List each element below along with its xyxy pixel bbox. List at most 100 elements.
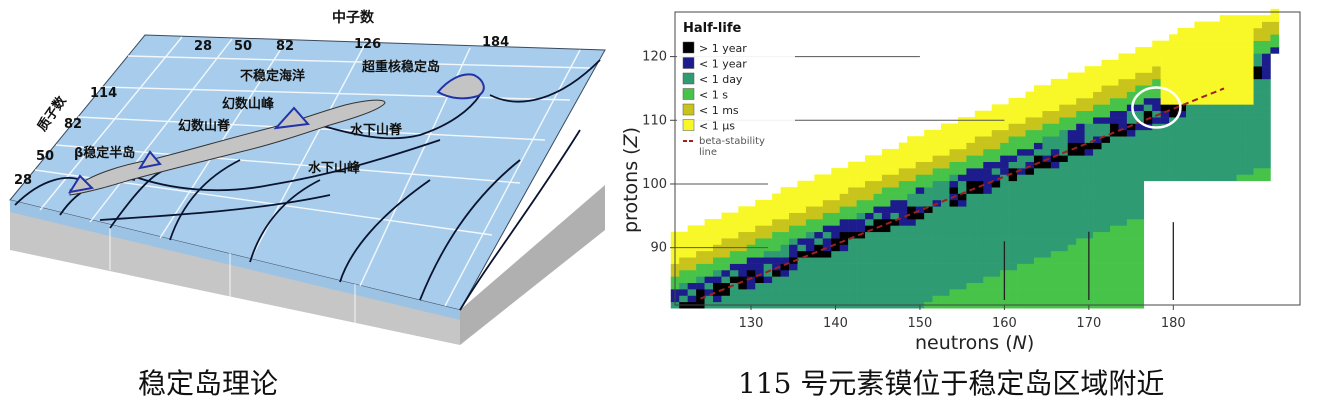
heatmap-cell [1185, 117, 1195, 124]
heatmap-cell [865, 199, 874, 207]
heatmap-cell [1211, 123, 1221, 131]
heatmap-cell [848, 219, 857, 226]
heatmap-cell [1194, 117, 1204, 124]
heatmap-cell [1228, 21, 1237, 29]
heatmap-cell [1000, 104, 1009, 112]
heatmap-cell [991, 129, 1001, 137]
heatmap-cell [907, 244, 917, 252]
heatmap-cell [991, 104, 1001, 112]
heatmap-cell [1076, 244, 1085, 252]
island-of-stability-diagram: 中子数 28 50 82 126 184 质子数 114 82 50 28 不稳… [9, 9, 606, 345]
heatmap-cell [729, 282, 739, 290]
heatmap-cell [721, 289, 731, 296]
heatmap-cell [1118, 225, 1128, 233]
heatmap-cell [1245, 174, 1254, 182]
heatmap-cell [983, 193, 993, 201]
heatmap-cell [1126, 257, 1136, 264]
heatmap-cell [1211, 47, 1221, 54]
heatmap-cell [1076, 187, 1085, 194]
heatmap-cell [991, 225, 1001, 233]
heatmap-cell [1219, 15, 1229, 22]
heatmap-cell [1084, 117, 1094, 124]
heatmap-cell [1118, 85, 1128, 92]
heatmap-cell [1008, 123, 1018, 131]
heatmap-cell [1042, 110, 1052, 118]
heatmap-cell [1033, 289, 1043, 296]
heatmap-cell [991, 155, 1001, 162]
heatmap-cell [755, 250, 764, 258]
heatmap-cell [1270, 21, 1280, 29]
heatmap-cell [941, 155, 950, 162]
heatmap-cell [1236, 53, 1246, 61]
heatmap-cell [865, 257, 874, 264]
heatmap-cell [957, 148, 967, 156]
heatmap-cell [924, 142, 933, 150]
heatmap-cell [1025, 295, 1035, 303]
heatmap-cell [822, 212, 832, 220]
heatmap-cell [772, 225, 781, 233]
heatmap-cell [1253, 136, 1263, 143]
heatmap-cell [1093, 257, 1102, 264]
heatmap-cell [1236, 104, 1246, 112]
heatmap-cell [932, 269, 942, 277]
heatmap-cell [1169, 40, 1178, 48]
heatmap-cell [848, 180, 857, 188]
heatmap-cell [721, 212, 731, 220]
heatmap-cell [1059, 231, 1069, 239]
heatmap-cell [1067, 117, 1077, 124]
heatmap-cell [1211, 66, 1221, 73]
heatmap-cell [915, 136, 925, 143]
heatmap-cell [1059, 212, 1069, 220]
heatmap-cell [772, 282, 781, 290]
heatmap-cell [797, 225, 807, 233]
heatmap-cell [1109, 289, 1119, 296]
heatmap-cell [1177, 148, 1187, 156]
heatmap-cell [949, 129, 959, 137]
heatmap-cell [746, 219, 756, 226]
water-front-face [10, 200, 460, 320]
heatmap-cell [839, 282, 849, 290]
heatmap-cell [966, 123, 976, 131]
heatmap-cell [1177, 59, 1187, 67]
heatmap-cell [1050, 276, 1060, 284]
heatmap-cell [1185, 66, 1195, 73]
heatmap-cell [789, 231, 798, 239]
heatmap-cell [1017, 161, 1026, 169]
heatmap-cell [941, 206, 950, 213]
heatmap-cell [1152, 72, 1161, 80]
heatmap-cell [831, 180, 840, 188]
heatmap-cell [991, 289, 1001, 296]
heatmap-cell [1017, 250, 1026, 258]
heatmap-cell [932, 180, 942, 188]
heatmap-cell [966, 250, 976, 258]
heatmap-cell [898, 263, 908, 271]
heatmap-cell [941, 180, 950, 188]
heatmap-cell [1126, 85, 1136, 92]
heatmap-cell [1067, 85, 1077, 92]
heatmap-cell [865, 168, 874, 175]
heatmap-cell [1253, 15, 1263, 22]
heatmap-cell [949, 136, 959, 143]
heatmap-cell [873, 187, 883, 194]
heatmap-cell [1050, 263, 1060, 271]
heatmap-cell [907, 155, 917, 162]
heatmap-cell [1093, 123, 1102, 131]
heatmap-cell [1152, 148, 1161, 156]
heatmap-cell [704, 269, 714, 277]
heatmap-cell [1143, 136, 1153, 143]
heatmap-cell [898, 244, 908, 252]
heatmap-cell [983, 129, 993, 137]
heatmap-cell [1067, 72, 1077, 80]
heatmap-cell [1261, 78, 1271, 86]
heatmap-cell [1261, 174, 1271, 182]
heatmap-cell [1185, 129, 1195, 137]
heatmap-cell [865, 269, 874, 277]
heatmap-cell [1067, 282, 1077, 290]
heatmap-cell [1084, 66, 1094, 73]
heatmap-cell [1169, 174, 1178, 182]
heatmap-cell [949, 238, 959, 245]
heatmap-cell [1169, 142, 1178, 150]
heatmap-cell [1025, 174, 1035, 182]
beta-stability-line [699, 87, 1225, 300]
heatmap-cell [924, 212, 933, 220]
